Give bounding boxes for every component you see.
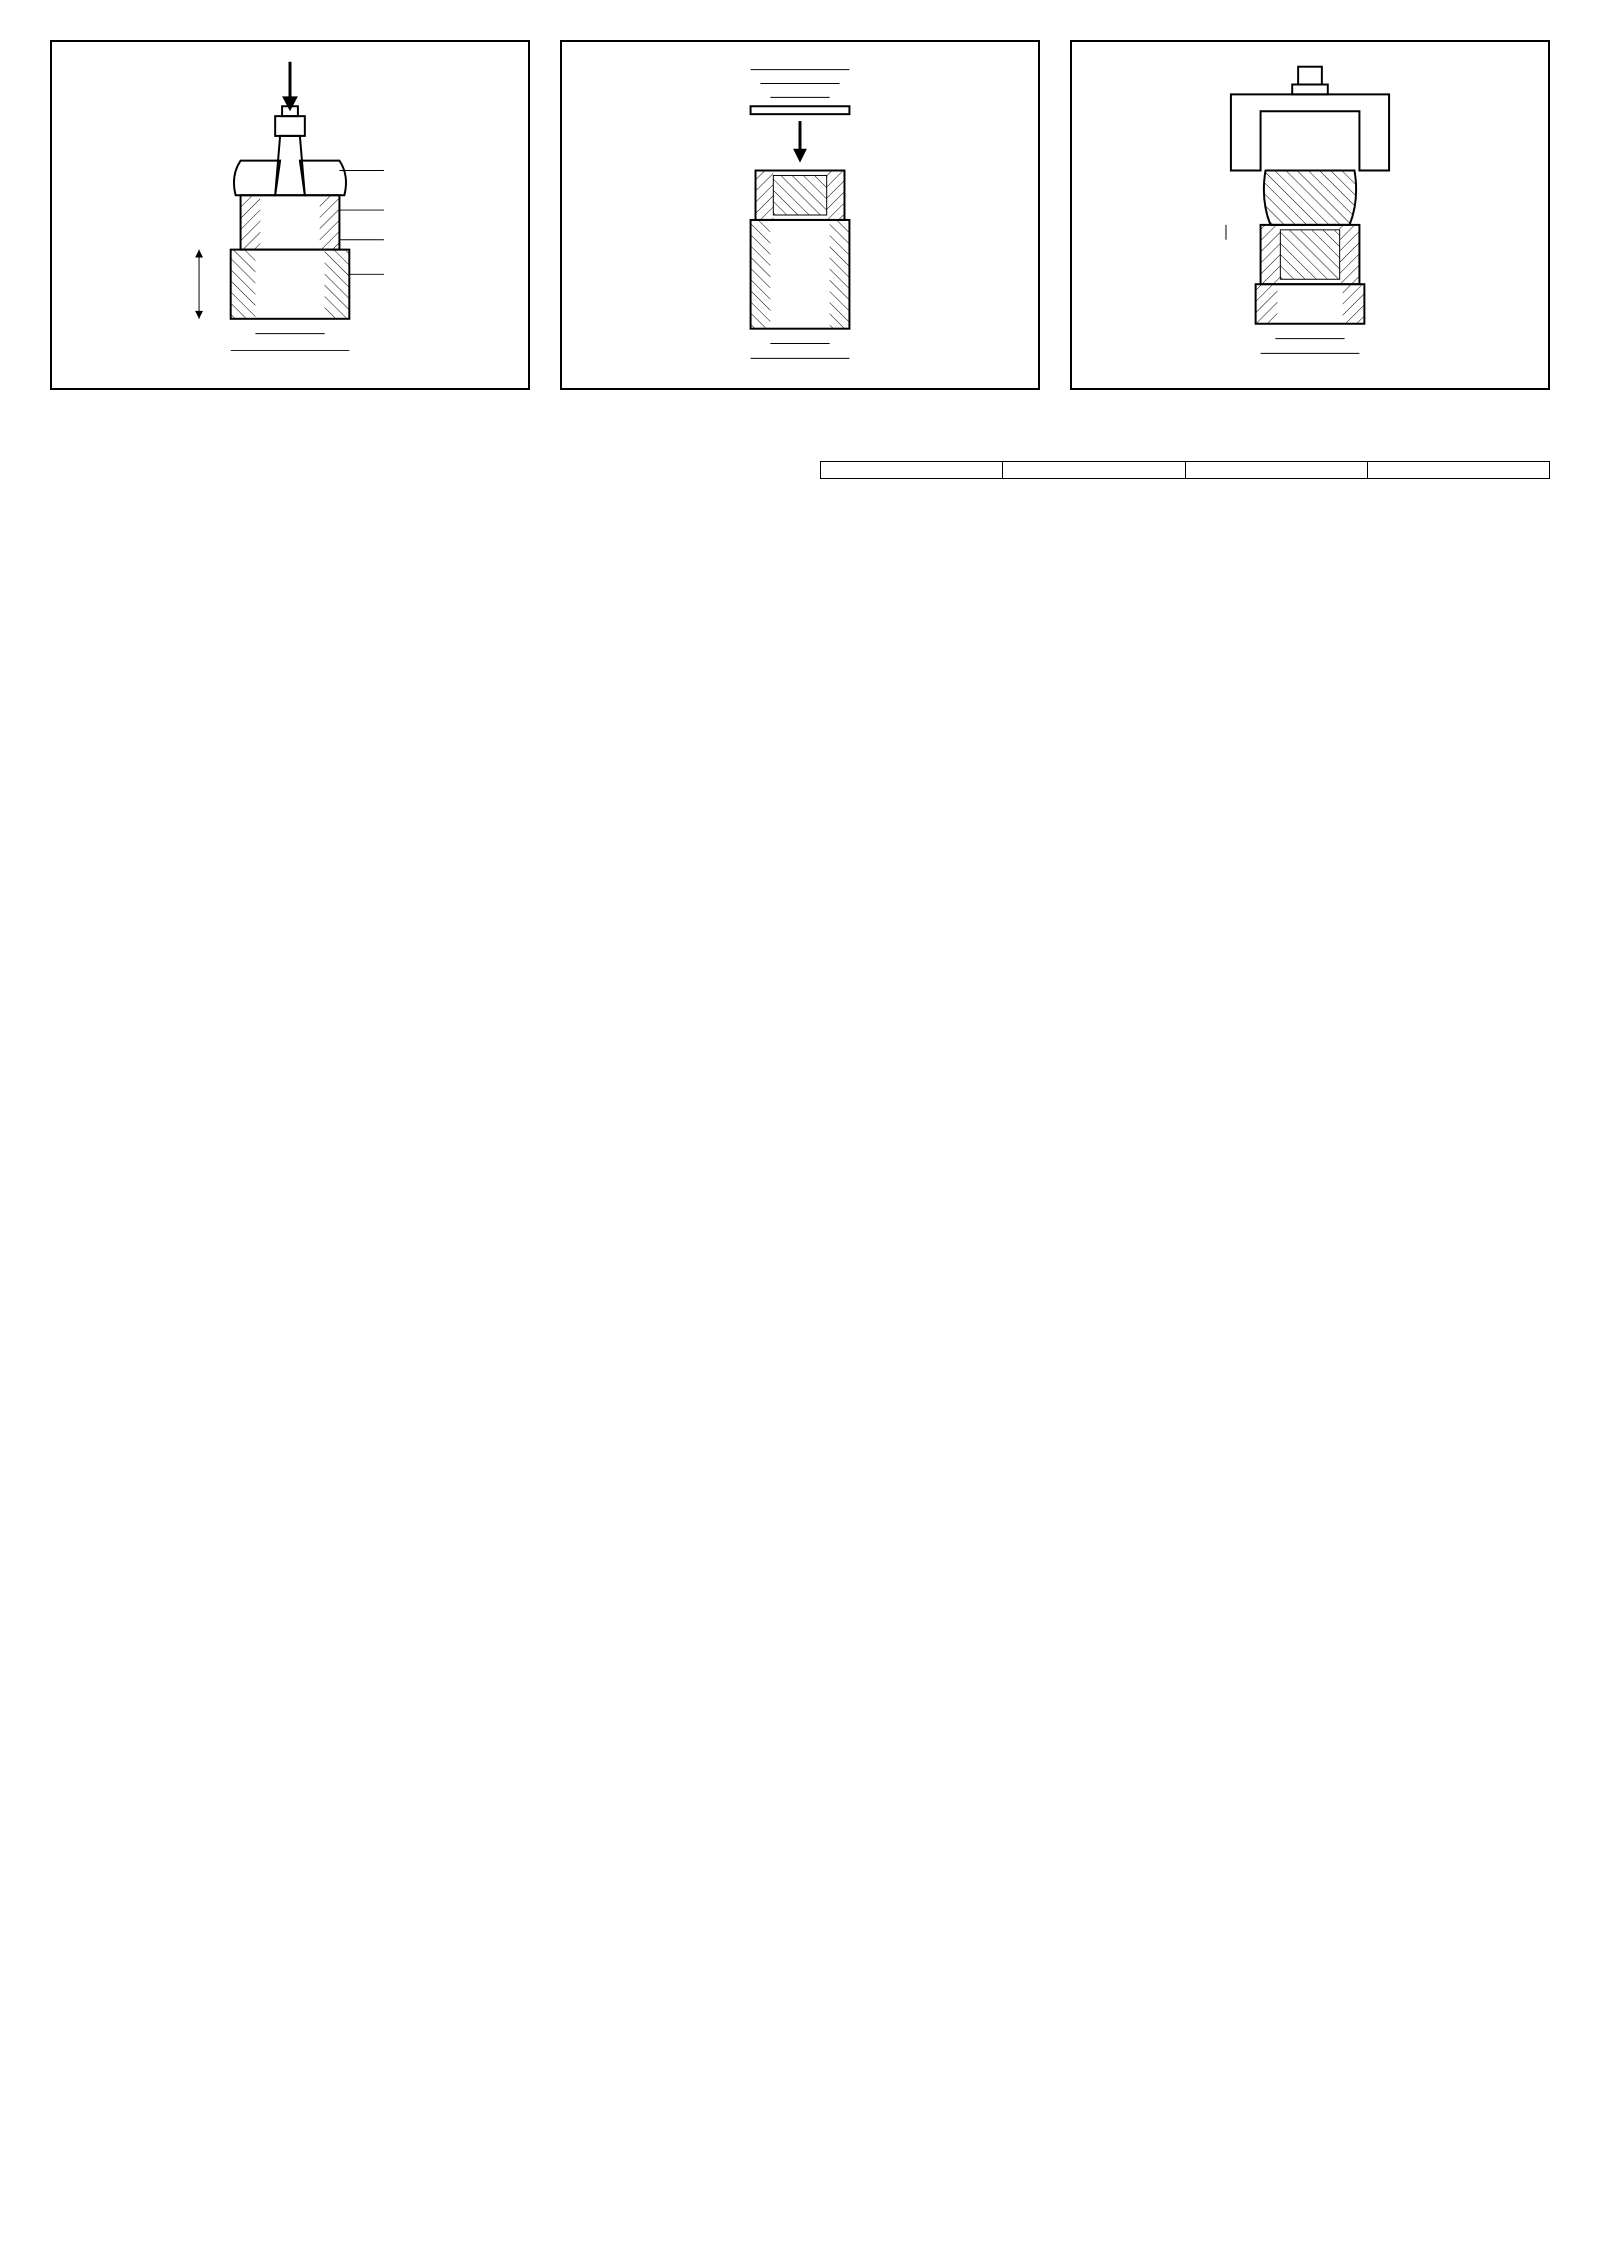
left-column [50,443,780,479]
captions-row [50,398,1550,418]
fig-532-svg [562,42,1038,388]
body-columns [50,443,1550,479]
th-hole [1003,461,1185,478]
fig-533-svg [1072,42,1548,388]
table-header-row [821,461,1550,478]
right-column [820,443,1550,479]
th-shaft [1185,461,1367,478]
caption-5-32 [560,398,1040,418]
caption-5-33 [1070,398,1550,418]
fig-531-svg [52,42,528,388]
th-fit [1367,461,1549,478]
figure-5-33 [1070,40,1550,390]
figure-5-31 [50,40,530,390]
th-parts [821,461,1003,478]
figures-row [50,40,1550,390]
figure-5-32 [560,40,1040,390]
caption-5-31 [50,398,530,418]
table-5-4 [820,461,1550,479]
